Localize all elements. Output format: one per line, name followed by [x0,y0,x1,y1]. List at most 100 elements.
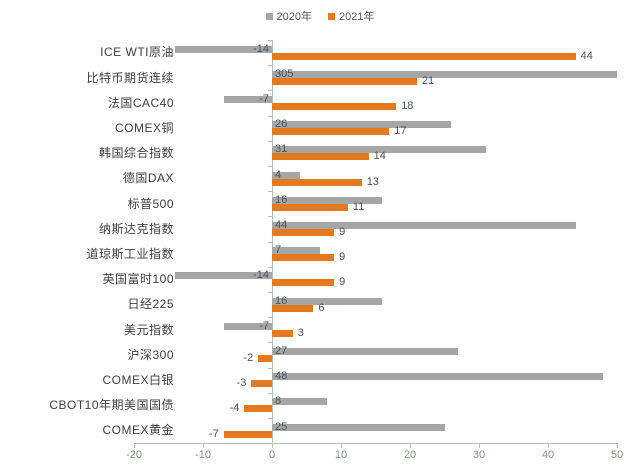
bar-2021年 [251,380,272,388]
bar-2021年 [272,304,314,312]
bar-2020年 [223,322,272,330]
value-label-2020年: 8 [275,395,282,408]
category-label: 韩国综合指数 [98,146,174,161]
y-axis-tick [268,140,272,142]
x-tick-label: 10 [334,449,348,462]
category-label: CBOT10年期美国国债 [49,398,174,413]
category-label: COMEX黄金 [102,423,174,438]
value-label-2020年: 305 [275,67,294,80]
bar-2020年 [272,348,459,355]
category-label: 日经225 [127,297,174,312]
bar-2021年 [272,52,576,60]
y-axis-tick [268,392,272,394]
category-label: 沪深300 [127,347,174,362]
bar-2020年 [272,171,300,179]
x-axis-tick [272,443,273,449]
value-label-2021年: 21 [421,74,435,87]
value-label-2021年: 44 [580,49,593,62]
bar-2021年 [272,153,369,161]
bar-2021年 [272,77,417,85]
x-tick-label: 40 [541,449,555,462]
bar-2020年 [272,297,383,305]
y-axis-tick [268,241,272,243]
y-axis-tick [268,90,272,92]
value-label-2021年: 14 [373,150,386,163]
bar-2021年 [272,103,397,110]
y-axis-tick [268,191,272,193]
x-axis-tick [203,443,204,449]
legend-label-2020: 2020年 [276,11,312,23]
bar-2021年 [223,430,272,438]
category-label: COMEX白银 [102,372,174,387]
bar-2020年 [272,373,604,381]
value-label-2021年: 9 [339,276,346,289]
bar-2021年 [244,405,272,413]
bar-2021年 [272,279,335,287]
x-tick-label: -20 [126,449,142,462]
bar-2020年 [223,96,272,103]
category-label: 标普500 [127,196,174,211]
y-axis-tick [268,115,272,117]
category-label: 美元指数 [123,322,174,337]
x-axis-tick [548,443,549,449]
value-label-2020年: -7 [259,93,269,105]
value-label-2020年: 26 [275,118,288,131]
value-label-2020年: -14 [253,269,269,282]
bar-2021年 [272,329,293,337]
value-label-2021年: -4 [229,402,240,415]
bar-2020年 [272,146,486,154]
value-label-2020年: -14 [253,42,269,55]
y-axis-tick [268,342,272,344]
y-axis-tick [268,40,272,41]
x-tick-label: -10 [195,449,211,462]
value-label-2021年: 9 [339,226,346,238]
legend: 2020年 2021年 [0,8,640,24]
value-label-2021年: 11 [352,200,365,213]
x-axis-line [134,443,618,445]
legend-item-2020: 2020年 [265,8,312,24]
value-label-2021年: 6 [318,301,325,314]
y-axis-line [272,40,273,444]
x-tick-label: 50 [610,449,624,462]
legend-swatch-2021-icon [328,12,335,20]
bar-2020年 [175,272,272,280]
bar-2020年 [272,196,383,204]
value-label-2021年: 18 [401,100,414,112]
category-label: 纳斯达克指数 [98,221,174,236]
bar-2021年 [258,355,272,362]
x-tick-label: 30 [472,449,486,462]
x-axis-tick [134,443,135,449]
legend-swatch-2020-icon [265,12,273,20]
value-label-2021年: 13 [366,175,379,188]
bar-2020年 [272,247,321,255]
category-label: 英国富时100 [102,272,174,287]
value-label-2021年: -2 [243,352,254,364]
bar-2020年 [272,121,452,129]
y-axis-tick [268,292,272,293]
x-axis-tick [341,443,342,449]
x-axis-tick [479,443,480,449]
bar-2020年 [272,398,328,406]
value-label-2020年: -7 [259,319,269,332]
value-label-2020年: 7 [275,244,282,257]
bar-2021年 [272,229,335,236]
value-label-2020年: 31 [275,143,288,156]
category-label: 法国CAC40 [107,95,174,110]
category-label: 德国DAX [122,171,174,186]
bar-2020年 [272,222,576,229]
bar-2020年 [175,45,272,53]
y-axis-tick [268,166,272,167]
category-label: ICE WTI原油 [100,45,174,60]
value-label-2020年: 44 [275,219,288,231]
bar-2020年 [272,423,445,431]
category-label: 道琼斯工业指数 [86,246,174,261]
y-axis-tick [268,367,272,369]
value-label-2020年: 48 [275,370,288,383]
value-label-2020年: 25 [275,420,288,433]
value-label-2020年: 16 [275,193,288,206]
value-label-2020年: 27 [275,345,288,357]
value-label-2020年: 4 [275,168,282,181]
y-axis-tick [268,65,272,67]
bar-2021年 [272,178,362,186]
